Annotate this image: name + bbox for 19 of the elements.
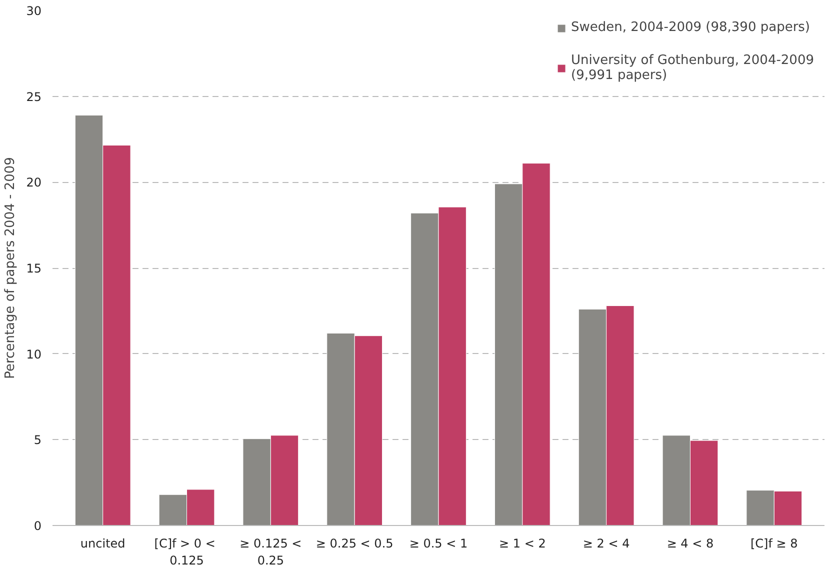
y-tick-label: 10 <box>26 347 42 362</box>
y-tick-label: 15 <box>26 262 42 276</box>
x-tick-label: ≥ 4 < 8 <box>666 536 714 550</box>
legend-label: Sweden, 2004-2009 (98,390 papers) <box>571 20 810 35</box>
y-tick-label: 30 <box>26 4 42 18</box>
x-tick-label: uncited <box>80 536 126 550</box>
legend-label: University of Gothenburg, 2004-2009 (9,991 papers) <box>571 53 814 83</box>
x-tick-label: ≥ 2 < 4 <box>582 536 630 550</box>
y-axis-title: Percentage of papers 2004 - 2009 <box>3 157 18 379</box>
x-tick-label: [C]f > 0 < 0.125 <box>154 536 216 568</box>
x-tick-label: ≥ 0.125 < 0.25 <box>240 536 302 568</box>
x-tick-label: [C]f ≥ 8 <box>750 536 798 550</box>
x-tick-label: ≥ 0.5 < 1 <box>409 536 468 550</box>
y-tick-label: 20 <box>26 176 42 190</box>
y-tick-label: 0 <box>34 519 42 533</box>
y-tick-label: 5 <box>34 433 42 448</box>
x-tick-label: ≥ 0.25 < 0.5 <box>316 536 394 550</box>
x-tick-label: ≥ 1 < 2 <box>499 536 546 550</box>
y-tick-label: 25 <box>26 90 42 104</box>
